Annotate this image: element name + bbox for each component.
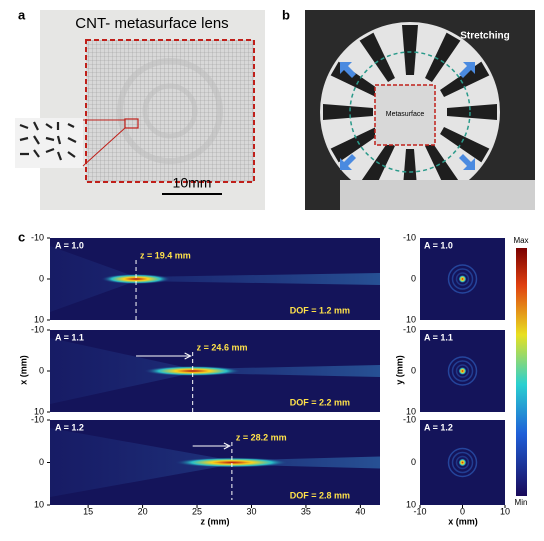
x-tick-label: 0 xyxy=(460,506,465,516)
x-tick-label: 25 xyxy=(192,506,202,516)
profile-spot xyxy=(458,367,467,375)
colorbar-min: Min xyxy=(515,498,528,507)
shift-arrow xyxy=(192,442,231,450)
profile-ring xyxy=(455,364,470,378)
x-tick-label: 20 xyxy=(138,506,148,516)
a-label: A = 1.2 xyxy=(55,422,84,432)
a-label: A = 1.0 xyxy=(55,240,84,250)
y-tick-label: 0 xyxy=(39,365,44,375)
y-tick-label: 10 xyxy=(406,314,416,324)
y-tick-label: -10 xyxy=(403,324,416,334)
y-axis-label: x (mm) xyxy=(18,355,28,385)
lens-rings xyxy=(142,83,198,139)
arm xyxy=(323,104,373,120)
y-tick-label: 0 xyxy=(39,457,44,467)
arm xyxy=(359,142,395,192)
inset-elements xyxy=(19,121,77,161)
shift-arrow xyxy=(136,352,192,360)
x-tick-label: 35 xyxy=(301,506,311,516)
focus-spot xyxy=(101,274,171,284)
x-tick-label: 10 xyxy=(500,506,510,516)
profile-ring xyxy=(447,264,478,294)
y-tick-label: 10 xyxy=(406,406,416,416)
profile-ring xyxy=(447,447,478,478)
colorbar xyxy=(516,248,527,496)
y-tick-label: -10 xyxy=(31,232,44,242)
profile-spot xyxy=(458,275,467,283)
y-tick-label: 10 xyxy=(34,406,44,416)
zoom-line xyxy=(82,119,126,167)
panel-label: c xyxy=(18,229,25,244)
arm xyxy=(359,32,395,82)
y-axis-label: y (mm) xyxy=(394,355,404,385)
y-tick-label: 10 xyxy=(34,499,44,509)
x-tick-label: 15 xyxy=(83,506,93,516)
a-label: A = 1.2 xyxy=(424,422,453,432)
zoom-box xyxy=(124,118,139,129)
ruler xyxy=(340,180,535,210)
title: CNT- metasurface lens xyxy=(75,15,228,32)
circle xyxy=(349,51,471,173)
y-tick-label: -10 xyxy=(31,324,44,334)
focus-spot xyxy=(174,457,290,468)
arrows xyxy=(340,62,475,170)
y-tick-label: -10 xyxy=(403,232,416,242)
a-label: A = 1.1 xyxy=(424,332,453,342)
profile-ring xyxy=(455,455,470,470)
colorbar-max: Max xyxy=(513,236,528,245)
y-tick-label: 0 xyxy=(39,273,44,283)
sample-label: Metasurface xyxy=(386,111,425,118)
profile-ring xyxy=(451,360,474,382)
dof-label: DOF = 1.2 mm xyxy=(290,305,350,315)
dof-label: DOF = 2.2 mm xyxy=(290,397,350,407)
profile-ring xyxy=(447,356,478,386)
scale-label: 10mm xyxy=(173,175,212,191)
lens-rings xyxy=(117,58,223,164)
profile-ring xyxy=(451,451,474,474)
focus-spot xyxy=(143,366,242,376)
focus-label: z = 19.4 mm xyxy=(140,250,191,260)
y-tick-label: -10 xyxy=(403,414,416,424)
profile-ring xyxy=(451,268,474,290)
panel-label: b xyxy=(282,7,290,22)
focus-label: z = 28.2 mm xyxy=(236,432,287,442)
dof-label: DOF = 2.8 mm xyxy=(290,490,350,500)
arm xyxy=(425,142,461,192)
y-tick-label: 10 xyxy=(34,314,44,324)
x-tick-label: -10 xyxy=(413,506,426,516)
y-tick-label: 0 xyxy=(411,365,416,375)
arm xyxy=(402,25,418,75)
arm xyxy=(440,127,490,163)
y-tick-label: -10 xyxy=(31,414,44,424)
arm xyxy=(330,127,380,163)
arm xyxy=(447,104,497,120)
x-tick-label: 40 xyxy=(355,506,365,516)
beam xyxy=(50,246,380,312)
y-tick-label: 10 xyxy=(406,499,416,509)
x-axis-label: z (mm) xyxy=(201,516,230,526)
focus-label: z = 24.6 mm xyxy=(197,342,248,352)
y-tick-label: 0 xyxy=(411,273,416,283)
metasurface xyxy=(374,84,436,146)
x-axis-label: x (mm) xyxy=(448,516,478,526)
x-tick-label: 30 xyxy=(246,506,256,516)
stretching-label: Stretching xyxy=(460,31,509,42)
a-label: A = 1.0 xyxy=(424,240,453,250)
y-tick-label: 0 xyxy=(411,457,416,467)
arm xyxy=(425,32,461,82)
arm xyxy=(440,61,490,97)
profile-ring xyxy=(455,272,470,286)
profile-spot xyxy=(458,458,467,467)
panel-label: a xyxy=(18,7,26,22)
a-label: A = 1.1 xyxy=(55,332,84,342)
